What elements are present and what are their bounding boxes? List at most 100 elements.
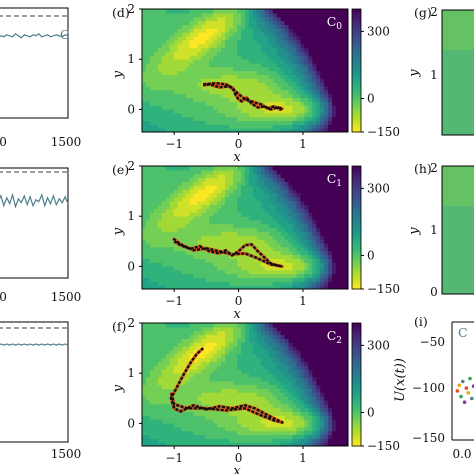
heat-cell — [252, 185, 258, 190]
heat-cell — [340, 181, 345, 186]
heat-cell — [248, 112, 254, 118]
heat-cell — [336, 265, 341, 271]
heat-cell — [320, 97, 325, 102]
heat-cell — [229, 78, 234, 83]
heat-cell — [193, 24, 199, 29]
heat-cell — [268, 12, 274, 18]
heat-cell — [201, 227, 206, 232]
heat-cell — [292, 392, 298, 397]
heat-cell — [320, 353, 325, 359]
heat-cell — [237, 239, 242, 244]
heat-cell — [256, 166, 262, 171]
heat-cell — [142, 89, 147, 95]
heat-cell — [268, 85, 274, 91]
heat-cell — [217, 39, 222, 45]
heat-cell — [284, 116, 290, 122]
heat-cell — [189, 116, 195, 122]
heat-cell — [142, 74, 147, 79]
heat-cell — [316, 430, 321, 436]
heat-cell — [340, 173, 345, 179]
heat-cell — [324, 326, 329, 332]
heat-cell — [193, 116, 199, 122]
heat-cell — [177, 258, 183, 263]
heat-cell — [165, 116, 171, 122]
heat-cell — [197, 35, 203, 41]
heat-cell — [252, 208, 258, 213]
heat-cell — [268, 254, 274, 259]
heat-cell — [145, 32, 151, 37]
heat-cell — [316, 376, 321, 382]
heat-cell — [217, 227, 222, 232]
heat-cell — [328, 35, 333, 41]
heat-cell — [264, 407, 270, 412]
heat-cell — [245, 353, 250, 359]
heat-cell — [173, 227, 179, 232]
heat-cell — [241, 258, 246, 263]
heat-cell — [217, 258, 222, 263]
heat-cell — [165, 62, 171, 68]
heat-cell — [165, 120, 171, 125]
heat-cell — [153, 281, 159, 286]
heat-cell — [284, 231, 290, 236]
heat-cell — [185, 120, 191, 125]
heat-cell — [276, 415, 282, 420]
heat-cell — [205, 273, 210, 279]
heat-cell — [264, 82, 270, 87]
heat-cell — [324, 426, 329, 432]
heat-cell — [308, 93, 313, 98]
heat-cell — [142, 51, 147, 56]
heat-cell — [233, 43, 238, 49]
heat-cell — [312, 35, 317, 41]
heat-cell — [268, 235, 274, 240]
heat-cell — [256, 47, 262, 52]
heat-cell — [145, 82, 151, 87]
heat-cell — [296, 47, 302, 52]
heat-cell — [142, 43, 147, 49]
heat-cell — [197, 101, 203, 106]
heat-cell — [193, 235, 199, 240]
heat-cell — [193, 112, 199, 118]
heat-cell — [296, 189, 302, 194]
heat-cell — [252, 399, 258, 405]
heat-cell — [248, 281, 254, 286]
heat-cell — [320, 330, 325, 336]
heat-cell — [237, 426, 242, 432]
heat-cell — [344, 285, 348, 289]
heat-cell — [292, 39, 298, 45]
heat-cell — [260, 330, 266, 336]
heat-cell — [340, 55, 345, 60]
heat-cell — [197, 169, 203, 175]
heat-cell — [264, 442, 270, 446]
heat-cell — [201, 223, 206, 229]
heat-cell — [197, 32, 203, 37]
heat-cell — [145, 254, 151, 259]
heat-cell — [149, 426, 155, 432]
heat-cell — [296, 108, 302, 114]
heat-cell — [142, 28, 147, 33]
heat-cell — [308, 346, 313, 351]
heat-cell — [296, 388, 302, 393]
heat-cell — [252, 265, 258, 271]
heat-cell — [308, 173, 313, 179]
heat-cell — [272, 273, 278, 279]
heat-cell — [149, 219, 155, 225]
heat-cell — [185, 239, 191, 244]
heat-cell — [205, 208, 210, 213]
heat-cell — [197, 396, 203, 401]
heat-cell — [272, 430, 278, 436]
heat-cell — [272, 349, 278, 355]
heat-cell — [304, 235, 309, 240]
heat-cell — [221, 342, 226, 347]
heat-cell — [165, 388, 171, 393]
heat-cell — [201, 128, 206, 132]
heat-cell — [181, 250, 187, 255]
heat-cell — [252, 20, 258, 25]
heat-cell — [288, 349, 294, 355]
heat-cell — [284, 422, 290, 428]
heat-cell — [252, 177, 258, 182]
heat-cell — [308, 97, 313, 102]
heat-cell — [169, 334, 175, 339]
heat-cell — [165, 399, 171, 405]
heat-cell — [332, 28, 337, 33]
heat-cell — [304, 28, 309, 33]
